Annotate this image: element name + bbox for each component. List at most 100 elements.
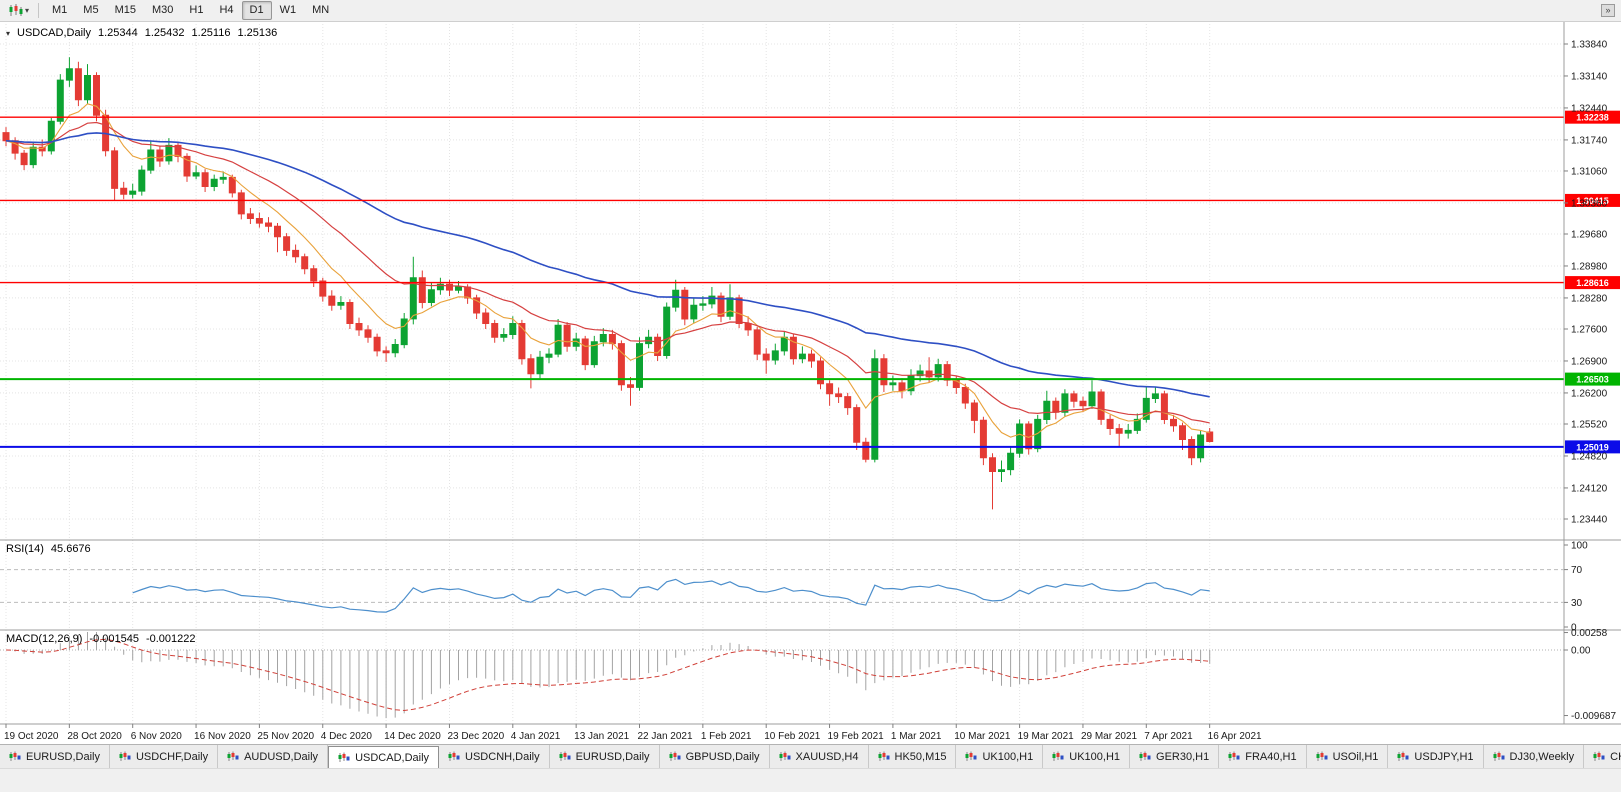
timeframe-button-mn[interactable]: MN (304, 1, 337, 20)
level-price-tag-label: 1.32238 (1576, 113, 1609, 123)
chart-tab-eurusd-daily[interactable]: EURUSD,Daily (550, 745, 660, 768)
date-label: 4 Jan 2021 (511, 731, 561, 742)
chart-tab-usdchf-daily[interactable]: USDCHF,Daily (110, 745, 219, 768)
chart-tab-dj30-weekly[interactable]: DJ30,Weekly (1484, 745, 1585, 768)
price-scale-label: 1.23440 (1571, 514, 1608, 525)
date-label: 10 Mar 2021 (954, 731, 1011, 742)
chevron-down-icon: ▾ (25, 5, 30, 15)
chart-tab-usoil-h1[interactable]: USOil,H1 (1307, 745, 1389, 768)
level-price-tag-label: 1.28616 (1576, 278, 1609, 288)
chart-tab-ger30-h1[interactable]: GER30,H1 (1130, 745, 1220, 768)
date-label: 19 Oct 2020 (4, 731, 59, 742)
rsi-scale-label: 100 (1571, 541, 1588, 552)
chart-tab-icon (448, 751, 460, 761)
timeframe-button-w1[interactable]: W1 (272, 1, 305, 20)
date-label: 16 Nov 2020 (194, 731, 251, 742)
chart-tab-label: USDJPY,H1 (1414, 750, 1474, 763)
price-scale-label: 1.26200 (1571, 388, 1608, 399)
chart-tab-hk50-m15[interactable]: HK50,M15 (869, 745, 957, 768)
price-scale-label: 1.33840 (1571, 40, 1608, 51)
chart-tab-fra40-h1[interactable]: FRA40,H1 (1219, 745, 1307, 768)
price-scale-label: 1.27600 (1571, 324, 1608, 335)
date-label: 6 Nov 2020 (131, 731, 183, 742)
grid-lines (0, 24, 1564, 724)
price-scale-label: 1.30360 (1571, 198, 1608, 209)
date-label: 14 Dec 2020 (384, 731, 441, 742)
level-price-tag (1565, 276, 1620, 290)
chart-tab-label: UK100,H1 (982, 750, 1034, 763)
date-label: 16 Apr 2021 (1208, 731, 1262, 742)
chart-tab-usdcad-daily[interactable]: USDCAD,Daily (328, 746, 440, 768)
price-scale-label: 1.25520 (1571, 419, 1608, 430)
timeframe-button-d1[interactable]: D1 (241, 1, 272, 20)
chart-tab-label: GER30,H1 (1156, 750, 1210, 763)
chart-tab-icon (9, 751, 21, 761)
chart-tab-eurusd-daily[interactable]: EURUSD,Daily (0, 745, 110, 768)
date-label: 19 Feb 2021 (828, 731, 885, 742)
toolbar-overflow-button[interactable]: » (1601, 4, 1615, 17)
chart-tab-icon (965, 751, 977, 761)
price-scale-label: 1.24120 (1571, 483, 1608, 494)
timeframe-button-m30[interactable]: M30 (144, 1, 181, 20)
level-price-tag (1565, 193, 1620, 207)
level-price-tag-label: 1.25019 (1576, 442, 1609, 452)
chart-tab-china300-h1[interactable]: CHINA300,H1 (1584, 745, 1621, 768)
chart-tab-label: EURUSD,Daily (575, 750, 650, 763)
candlestick-chart-icon (9, 4, 23, 16)
timeframe-buttons-group: M1 M5 M15 M30 H1 H4 D1 W1 MN (44, 1, 337, 20)
status-bar (0, 768, 1621, 792)
timeframe-button-m15[interactable]: M15 (107, 1, 144, 20)
bullish-candles (29, 57, 1205, 482)
timeframe-button-h1[interactable]: H1 (181, 1, 211, 20)
timeframe-button-m1[interactable]: M1 (44, 1, 75, 20)
chart-tab-label: DJ30,Weekly (1509, 750, 1575, 763)
chart-tab-xauusd-h4[interactable]: XAUUSD,H4 (770, 745, 869, 768)
price-scale-label: 1.24820 (1571, 451, 1608, 462)
date-label: 19 Mar 2021 (1018, 731, 1075, 742)
date-label: 7 Apr 2021 (1144, 731, 1193, 742)
chart-tab-icon (1316, 751, 1328, 761)
macd-scale-label: 0.00258 (1571, 628, 1608, 639)
chart-tab-uk100-h1[interactable]: UK100,H1 (1043, 745, 1131, 768)
chart-tab-icon (878, 751, 889, 761)
chart-tab-icon (669, 751, 681, 761)
date-label: 13 Jan 2021 (574, 731, 629, 742)
timeframe-button-m5[interactable]: M5 (75, 1, 106, 20)
timeframe-button-h4[interactable]: H4 (211, 1, 241, 20)
chart-tab-icon (1228, 751, 1240, 761)
chart-tab-audusd-daily[interactable]: AUDUSD,Daily (218, 745, 329, 768)
chart-area: 1.32238 1.30415 1.28616 1.26503 1.25019 1.338… (0, 22, 1621, 744)
date-label: 22 Jan 2021 (638, 731, 693, 742)
chart-tab-icon (1052, 751, 1064, 761)
chart-tab-label: UK100,H1 (1069, 750, 1121, 763)
date-label: 10 Feb 2021 (764, 731, 821, 742)
chart-tab-label: HK50,M15 (894, 750, 947, 763)
price-chart-canvas[interactable]: 1.32238 1.30415 1.28616 1.26503 1.25019 1.338… (0, 22, 1621, 744)
date-label: 1 Mar 2021 (891, 731, 942, 742)
bearish-candles (2, 61, 1214, 510)
chart-tab-uk100-h1[interactable]: UK100,H1 (956, 745, 1044, 768)
chart-tab-usdcnh-daily[interactable]: USDCNH,Daily (439, 745, 550, 768)
rsi-scale-label: 70 (1571, 565, 1583, 576)
chart-tab-label: AUDUSD,Daily (244, 750, 319, 763)
level-price-tag-label: 1.30415 (1576, 196, 1609, 206)
chart-tab-label: FRA40,H1 (1245, 750, 1297, 763)
chart-tab-icon (1593, 751, 1605, 761)
price-scale-label: 1.29680 (1571, 229, 1608, 240)
chart-tab-icon (1493, 751, 1505, 761)
chart-tab-icon (1397, 751, 1409, 761)
date-label: 23 Dec 2020 (447, 731, 504, 742)
timeframe-toolbar: ▾ M1 M5 M15 M30 H1 H4 D1 W1 MN » (0, 0, 1621, 22)
level-price-tag-label: 1.26503 (1576, 375, 1609, 385)
price-scale-label: 1.28980 (1571, 261, 1608, 272)
date-label: 28 Oct 2020 (67, 731, 122, 742)
ma-line-21 (5, 121, 1210, 424)
price-scale-label: 1.31740 (1571, 135, 1608, 146)
chart-tab-icon (338, 752, 350, 762)
chart-type-dropdown-button[interactable]: ▾ (4, 3, 33, 18)
chart-tab-icon (1139, 751, 1151, 761)
chart-tab-gbpusd-daily[interactable]: GBPUSD,Daily (660, 745, 770, 768)
date-label: 1 Feb 2021 (701, 731, 752, 742)
chart-tab-usdjpy-h1[interactable]: USDJPY,H1 (1388, 745, 1484, 768)
